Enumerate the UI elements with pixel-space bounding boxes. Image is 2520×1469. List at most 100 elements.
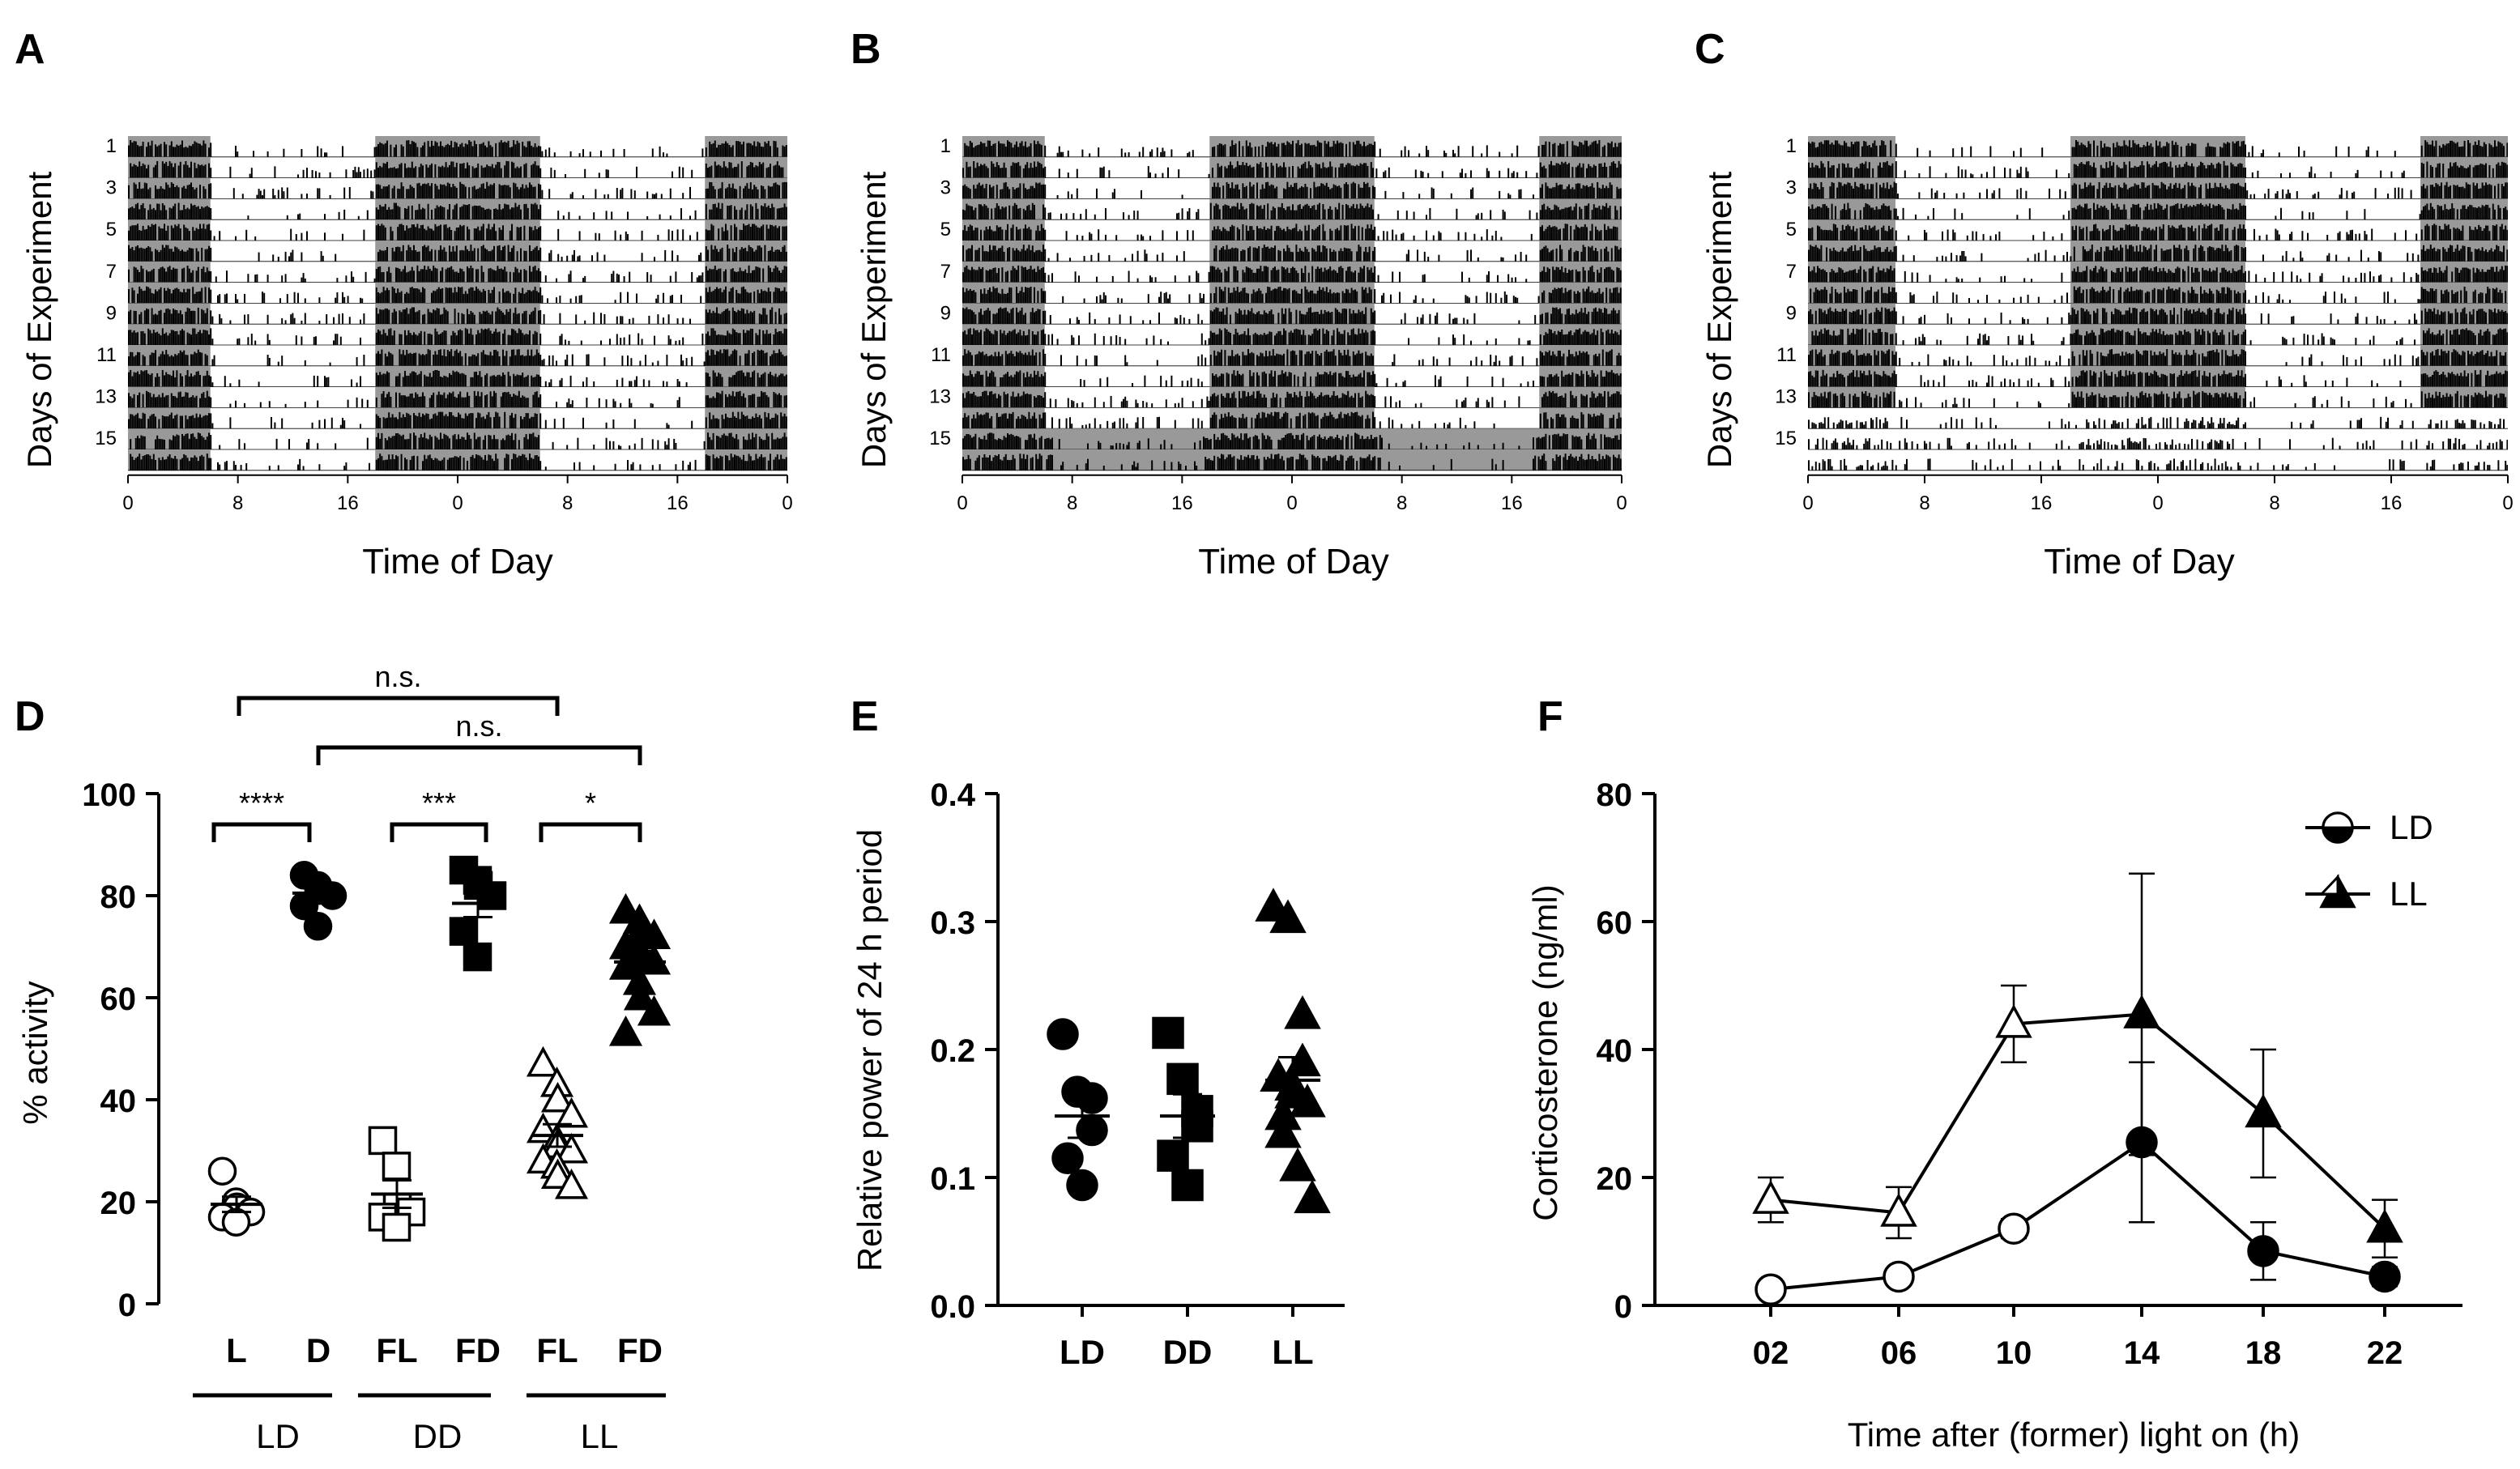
activity-bar <box>1557 267 1559 283</box>
activity-bar <box>452 246 454 262</box>
activity-bar <box>1577 165 1579 178</box>
activity-bar <box>1550 227 1552 241</box>
activity-bar <box>1277 167 1280 178</box>
activity-bar <box>1099 167 1102 178</box>
activity-bar <box>1575 250 1577 262</box>
activity-bar <box>484 188 486 199</box>
activity-bar <box>416 416 419 429</box>
activity-bar <box>535 245 538 262</box>
activity-bar <box>667 424 670 429</box>
activity-bar <box>455 162 458 178</box>
activity-bar <box>716 376 718 387</box>
activity-bar <box>1230 161 1231 178</box>
activity-bar <box>176 458 178 471</box>
activity-bar <box>992 313 995 325</box>
activity-bar <box>1261 167 1264 178</box>
activity-bar <box>1566 141 1568 157</box>
activity-bar <box>1347 163 1350 178</box>
activity-bar <box>382 186 385 199</box>
activity-bar <box>778 375 780 387</box>
activity-bar <box>1539 249 1541 262</box>
activity-bar <box>404 439 406 449</box>
activity-bar <box>1604 248 1605 262</box>
activity-bar <box>395 433 397 449</box>
activity-bar <box>1298 168 1301 178</box>
activity-bar <box>195 248 198 262</box>
activity-bar <box>424 142 426 157</box>
activity-bar <box>183 267 185 283</box>
activity-bar <box>504 185 506 199</box>
activity-bar <box>719 268 722 283</box>
activity-bar <box>714 373 716 387</box>
activity-bar <box>1402 192 1405 199</box>
activity-bar <box>1604 162 1605 178</box>
activity-bar <box>381 250 383 262</box>
activity-bar <box>1584 206 1586 220</box>
activity-bar <box>139 209 141 220</box>
activity-bar <box>1000 189 1002 199</box>
activity-bar <box>1597 207 1599 220</box>
activity-bar <box>749 161 752 178</box>
activity-bar <box>201 268 203 283</box>
activity-bar <box>151 373 153 387</box>
actogram-day-row <box>962 241 1622 262</box>
day-tick-label: 3 <box>106 177 117 199</box>
activity-bar <box>1582 185 1584 199</box>
activity-bar <box>384 438 386 449</box>
activity-bars <box>128 411 787 429</box>
activity-bar <box>1307 205 1310 220</box>
activity-bar <box>753 351 756 366</box>
activity-bar <box>1016 188 1017 199</box>
activity-bar <box>183 330 185 345</box>
activity-bar <box>1196 211 1198 220</box>
activity-bar <box>468 250 471 262</box>
activity-bar <box>1144 249 1146 262</box>
activity-bar <box>1154 277 1157 283</box>
activity-bar <box>509 334 511 345</box>
activity-bar <box>527 187 529 199</box>
activity-bar <box>286 215 288 220</box>
activity-bar <box>470 438 472 449</box>
activity-bar <box>1345 225 1347 241</box>
activity-bar <box>1267 203 1269 220</box>
activity-bar <box>514 355 517 366</box>
activity-bar <box>1256 291 1258 304</box>
activity-bar <box>752 162 753 178</box>
activity-bar <box>470 287 472 304</box>
activity-bar <box>516 349 518 366</box>
activity-bar <box>206 249 208 262</box>
activity-bar <box>539 333 542 345</box>
activity-bar <box>767 334 770 345</box>
activity-bar <box>1607 251 1610 262</box>
activity-bar <box>1233 188 1235 199</box>
activity-bar <box>1261 184 1264 199</box>
activity-bar <box>650 275 652 283</box>
activity-bar <box>782 270 784 283</box>
activity-bar <box>176 247 178 262</box>
activity-bar <box>431 436 433 449</box>
activity-bar <box>1022 267 1025 283</box>
activity-bar <box>471 454 474 471</box>
activity-bar <box>197 229 199 241</box>
activity-bar <box>1358 208 1360 220</box>
activity-bar <box>1279 286 1281 304</box>
activity-bar <box>1149 275 1151 283</box>
activity-bar <box>1570 270 1572 283</box>
activity-bar <box>391 231 394 241</box>
activity-bar <box>168 356 171 366</box>
day-tick-label: 11 <box>96 344 117 366</box>
activity-bar <box>973 161 975 178</box>
activity-bar <box>128 356 130 366</box>
activity-bar <box>441 287 444 304</box>
activity-bar <box>190 354 192 366</box>
activity-bar <box>1298 310 1301 325</box>
activity-bar <box>1365 307 1367 325</box>
activity-bar <box>498 245 501 262</box>
activity-bar <box>366 210 369 220</box>
activity-bar <box>1074 271 1077 283</box>
activity-bar <box>181 329 183 345</box>
activity-bar <box>1490 210 1492 220</box>
activity-bar <box>730 334 732 345</box>
activity-bar <box>167 185 169 199</box>
activity-bar <box>758 143 761 157</box>
